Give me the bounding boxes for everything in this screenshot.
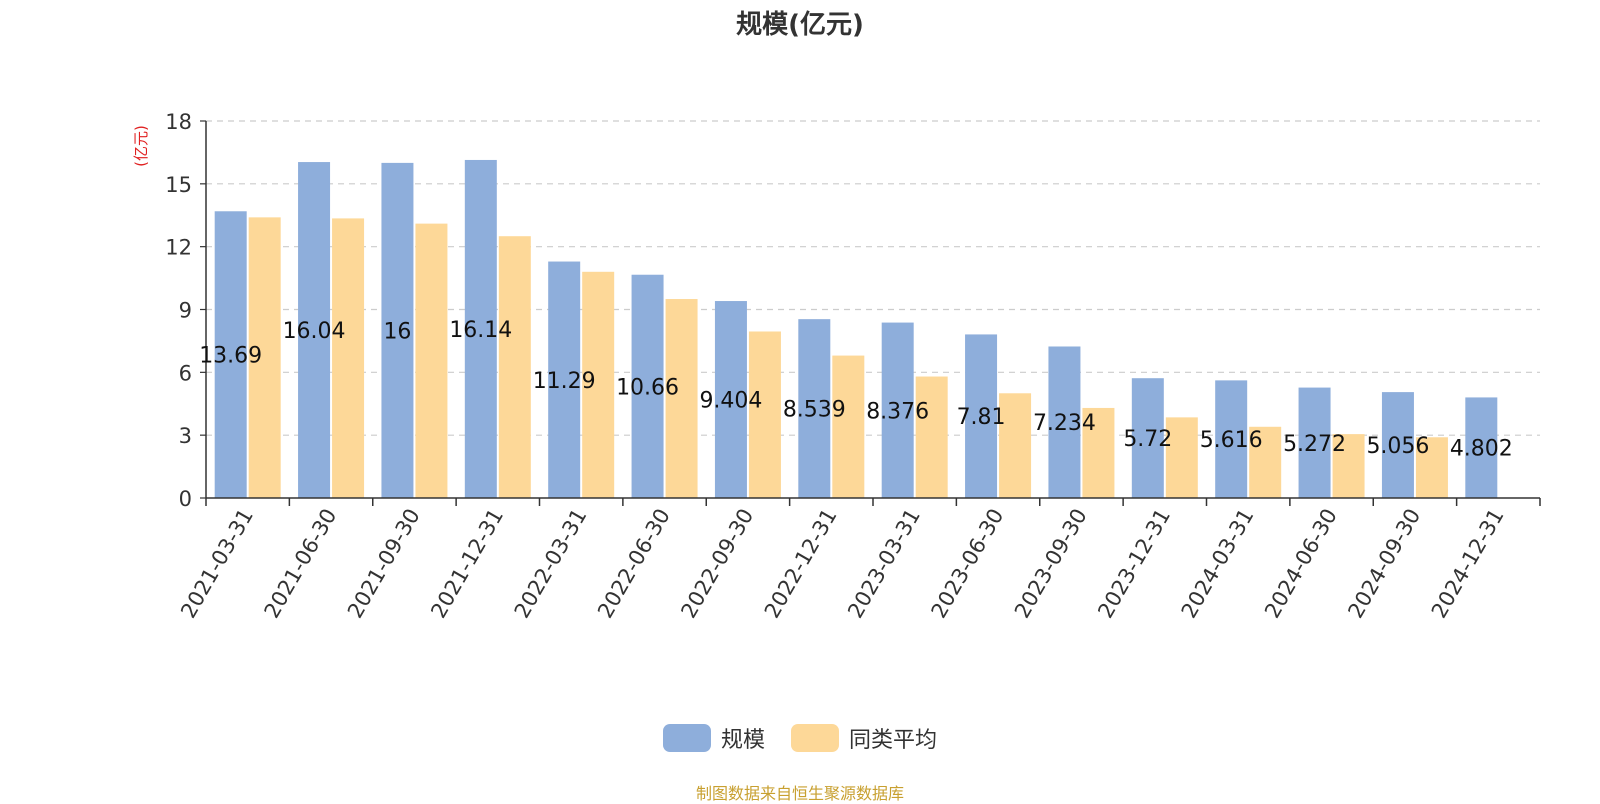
bar-scale[interactable] (965, 334, 998, 498)
y-tick-label: 15 (165, 173, 192, 197)
legend-item-scale[interactable]: 规模 (662, 722, 765, 754)
data-label-scale: 7.234 (1033, 411, 1096, 436)
bar-peer-average[interactable] (415, 223, 448, 498)
bar-scale[interactable] (214, 211, 247, 498)
bar-peer-average[interactable] (748, 331, 781, 498)
bar-scale[interactable] (1298, 387, 1331, 498)
data-label-scale: 16 (383, 319, 411, 344)
x-tick-label: 2024-09-30 (1343, 505, 1425, 623)
bar-peer-average[interactable] (498, 236, 531, 498)
data-label-scale: 8.539 (783, 398, 846, 423)
bar-scale[interactable] (381, 162, 414, 498)
bar-scale[interactable] (1465, 397, 1498, 498)
bar-scale[interactable] (298, 162, 331, 498)
data-label-scale: 16.04 (283, 319, 346, 344)
bars (214, 159, 1498, 498)
x-tick-label: 2021-03-31 (176, 505, 258, 623)
x-tick-label: 2021-12-31 (426, 505, 508, 623)
data-label-scale: 5.72 (1123, 427, 1172, 452)
y-tick-label: 9 (179, 299, 192, 323)
legend-item-peer-average[interactable]: 同类平均 (791, 722, 937, 754)
x-tick-label: 2022-09-30 (676, 505, 758, 623)
chart-title: 规模(亿元) (736, 10, 864, 40)
y-tick-label: 0 (179, 487, 192, 511)
y-tick-label: 6 (179, 361, 192, 385)
x-tick-label: 2022-12-31 (760, 505, 842, 623)
source-note: 制图数据来自恒生聚源数据库 (695, 784, 904, 803)
y-tick-label: 12 (165, 236, 192, 260)
x-tick-label: 2022-06-30 (593, 505, 675, 623)
data-label-scale: 7.81 (957, 405, 1006, 430)
legend-label-peer-average: 同类平均 (849, 728, 938, 753)
x-tick-label: 2023-06-30 (927, 505, 1009, 623)
bar-peer-average[interactable] (665, 299, 698, 498)
data-label-scale: 13.69 (199, 344, 262, 369)
x-tick-label: 2021-06-30 (260, 505, 342, 623)
bar-scale[interactable] (464, 159, 497, 498)
bar-scale[interactable] (798, 319, 831, 498)
bar-peer-average[interactable] (1082, 407, 1115, 498)
data-label-scale: 11.29 (533, 369, 596, 394)
x-tick-label: 2023-03-31 (843, 505, 925, 623)
bar-scale[interactable] (1048, 346, 1081, 498)
x-tick-label: 2022-03-31 (510, 505, 592, 623)
x-tick-label: 2024-03-31 (1177, 505, 1259, 623)
bar-peer-average[interactable] (915, 376, 948, 498)
y-tick-label: 3 (179, 424, 192, 448)
bar-scale[interactable] (881, 322, 914, 498)
bar-scale[interactable] (631, 274, 664, 498)
bar-peer-average[interactable] (582, 271, 615, 498)
y-tick-label: 18 (165, 110, 192, 134)
bar-peer-average[interactable] (332, 218, 365, 498)
bar-peer-average[interactable] (248, 217, 281, 498)
data-labels: 13.69 16.04 16 16.14 11.29 10.66 9.404 8.539 8.3… (199, 318, 1513, 462)
x-tick-label: 2023-12-31 (1093, 505, 1175, 623)
data-label-scale: 10.66 (616, 375, 679, 400)
bar-peer-average[interactable] (1415, 437, 1448, 498)
data-label-scale: 5.272 (1283, 432, 1346, 457)
data-label-scale: 8.376 (866, 399, 929, 424)
legend-swatch-scale (662, 724, 711, 752)
bar-peer-average[interactable] (999, 393, 1032, 498)
bar-peer-average[interactable] (1165, 417, 1198, 498)
x-tick-label: 2024-12-31 (1427, 505, 1509, 623)
bar-scale[interactable] (714, 301, 747, 498)
bar-scale[interactable] (548, 261, 581, 498)
data-label-scale: 16.14 (449, 318, 512, 343)
x-tick-label: 2021-09-30 (343, 505, 425, 623)
bar-scale[interactable] (1131, 378, 1164, 498)
x-tick-label: 2024-06-30 (1260, 505, 1342, 623)
bar-scale[interactable] (1381, 392, 1414, 498)
bar-peer-average[interactable] (832, 355, 865, 498)
bar-scale[interactable] (1215, 380, 1248, 498)
legend-label-scale: 规模 (720, 728, 765, 753)
legend-swatch-peer-average (791, 724, 839, 752)
data-label-scale: 9.404 (699, 389, 762, 414)
x-tick-label: 2023-09-30 (1010, 505, 1092, 623)
y-axis-title: (亿元) (132, 125, 150, 167)
data-label-scale: 4.802 (1450, 437, 1513, 462)
bar-peer-average[interactable] (1249, 426, 1282, 498)
bar-peer-average[interactable] (1332, 434, 1365, 498)
data-label-scale: 5.056 (1366, 434, 1429, 459)
data-label-scale: 5.616 (1200, 428, 1263, 453)
legend: 规模 同类平均 (0, 722, 1600, 754)
